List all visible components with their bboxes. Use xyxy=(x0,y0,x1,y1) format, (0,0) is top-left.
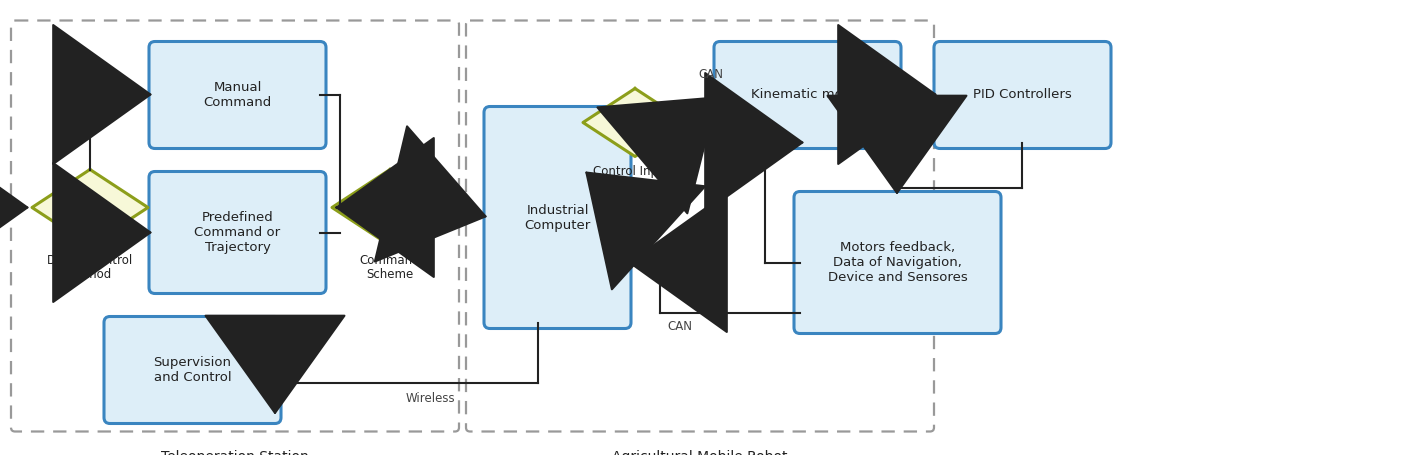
Text: Supervision
and Control: Supervision and Control xyxy=(153,356,231,384)
Text: Control Inputs: Control Inputs xyxy=(593,165,677,177)
FancyBboxPatch shape xyxy=(934,41,1111,148)
Text: Manual
Command: Manual Command xyxy=(203,81,271,109)
Polygon shape xyxy=(332,170,448,246)
FancyBboxPatch shape xyxy=(484,106,631,329)
Text: Predefined
Command or
Trajectory: Predefined Command or Trajectory xyxy=(194,211,281,254)
Text: Define Control
Method: Define Control Method xyxy=(47,253,132,282)
Text: Kinematic model: Kinematic model xyxy=(752,89,864,101)
Text: CAN: CAN xyxy=(698,67,724,81)
FancyBboxPatch shape xyxy=(149,172,326,293)
Text: Motors feedback,
Data of Navigation,
Device and Sensores: Motors feedback, Data of Navigation, Dev… xyxy=(827,241,968,284)
Text: Industrial
Computer: Industrial Computer xyxy=(525,203,590,232)
Polygon shape xyxy=(33,170,148,246)
FancyBboxPatch shape xyxy=(149,41,326,148)
Text: Wireless: Wireless xyxy=(406,393,455,405)
FancyBboxPatch shape xyxy=(714,41,901,148)
Text: CAN: CAN xyxy=(667,320,692,334)
Polygon shape xyxy=(583,89,687,157)
Text: Teleoperation Station: Teleoperation Station xyxy=(162,450,309,455)
Text: Agricultural Mobile Robot: Agricultural Mobile Robot xyxy=(612,450,788,455)
Text: Command
Scheme: Command Scheme xyxy=(359,253,420,282)
FancyBboxPatch shape xyxy=(795,192,1000,334)
FancyBboxPatch shape xyxy=(104,317,281,424)
Text: PID Controllers: PID Controllers xyxy=(973,89,1071,101)
